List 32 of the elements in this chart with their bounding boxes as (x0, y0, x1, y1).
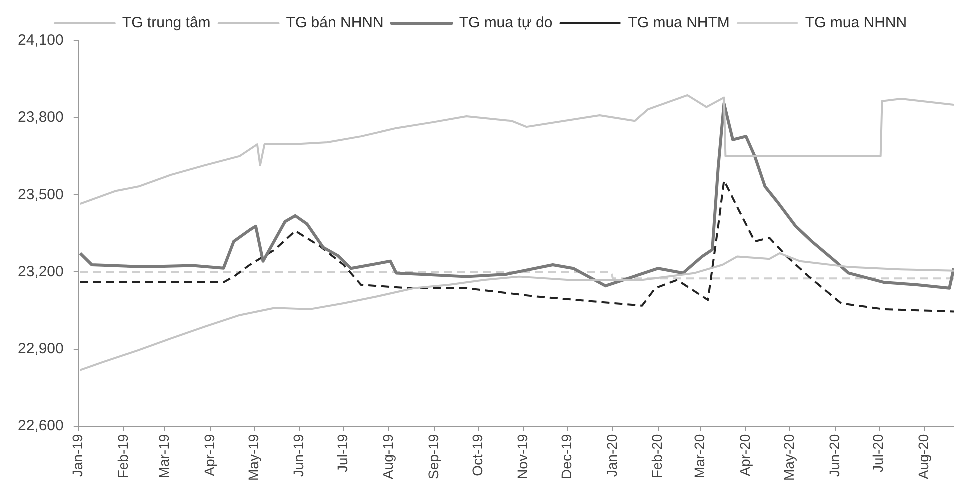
legend-label: TG mua NHTM (628, 14, 730, 32)
y-tick-label: 23,200 (18, 263, 64, 280)
x-tick-label: Nov-19 (514, 434, 531, 480)
x-tick-label: Mar-20 (692, 434, 708, 479)
x-tick-label: Feb-20 (649, 434, 666, 479)
x-tick-label: May-19 (245, 434, 262, 482)
y-tick-label: 23,500 (18, 186, 64, 204)
x-tick-label: Oct-19 (469, 434, 486, 476)
x-tick-label: Dec-19 (558, 434, 575, 480)
x-tick-label: Jun-20 (826, 434, 842, 478)
y-tick-label: 22,900 (18, 340, 64, 358)
legend-label: TG bán NHNN (286, 14, 384, 32)
line-series (79, 180, 954, 313)
x-tick-label: Aug-20 (916, 434, 932, 480)
y-tick-label: 24,100 (18, 32, 64, 50)
x-tick-label: Apr-20 (737, 434, 754, 476)
x-tick-label: Apr-19 (201, 434, 218, 476)
x-tick-label: Jul-19 (334, 434, 351, 472)
legend-label: TG trung tâm (122, 14, 211, 32)
x-tick-label: Jul-20 (870, 434, 886, 472)
x-tick-label: Jan-19 (70, 434, 86, 478)
x-tick-label: May-20 (780, 434, 797, 482)
y-tick-label: 23,800 (18, 109, 64, 126)
y-tick-label: 22,600 (18, 417, 64, 434)
x-tick-label: Jan-20 (604, 434, 620, 478)
x-tick-label: Aug-19 (380, 434, 396, 480)
legend-label: TG mua tự do (459, 14, 553, 32)
legend-label: TG mua NHNN (805, 14, 908, 32)
x-tick-label: Sep-19 (425, 434, 442, 480)
x-tick-label: Feb-19 (115, 434, 132, 479)
x-tick-label: Jun-19 (290, 434, 307, 478)
x-tick-label: Mar-19 (156, 434, 172, 479)
